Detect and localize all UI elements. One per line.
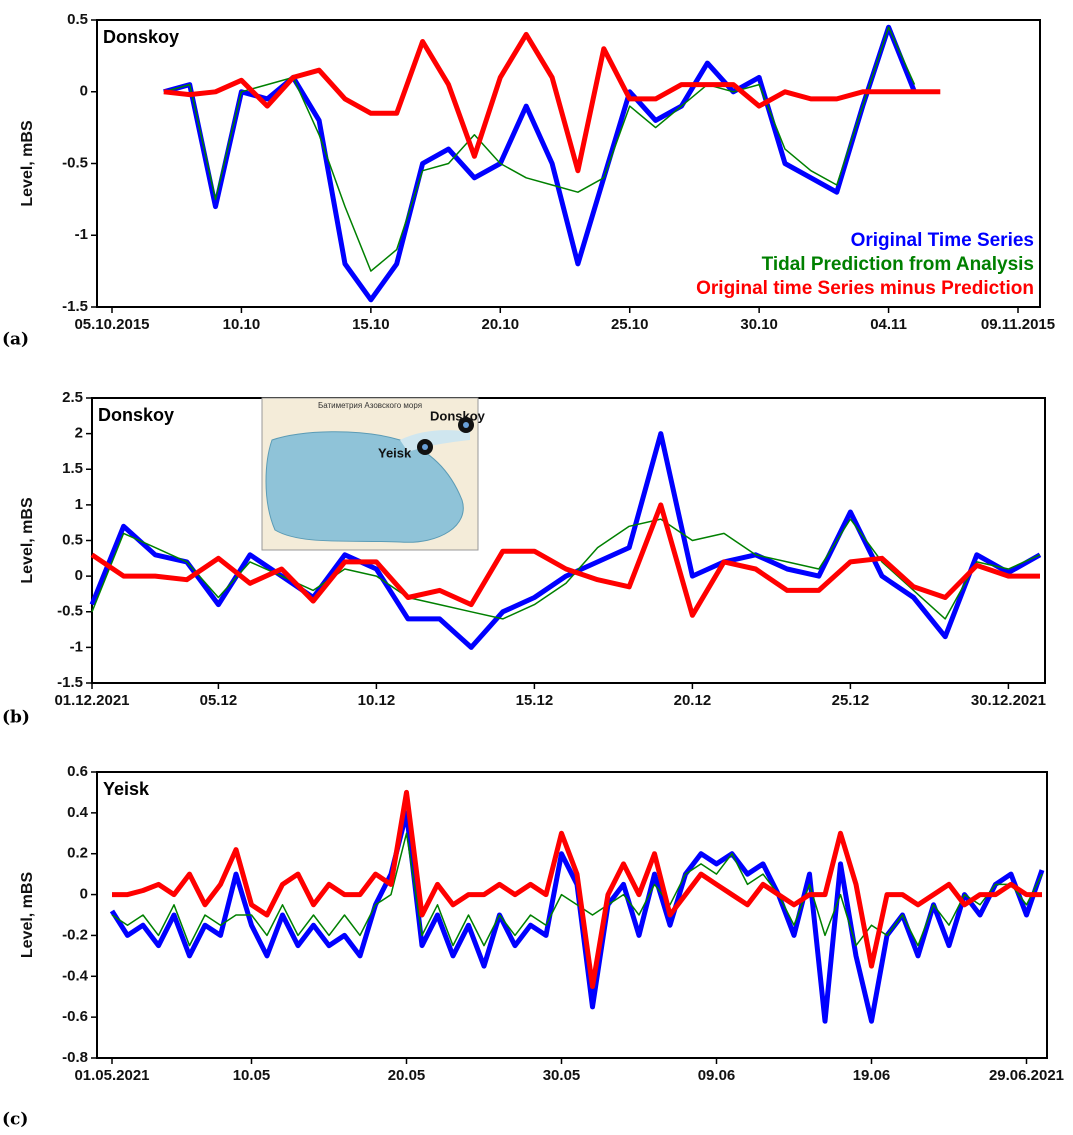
station-label: Donskoy xyxy=(98,405,174,425)
x-tick-label: 01.05.2021 xyxy=(74,1067,149,1084)
y-tick-label: 0.6 xyxy=(67,763,88,780)
y-tick-label: 2 xyxy=(75,425,83,442)
series-line xyxy=(92,505,1040,615)
x-tick-label: 10.10 xyxy=(223,316,261,333)
y-tick-label: 0.5 xyxy=(62,531,83,548)
x-tick-label: 05.12 xyxy=(200,692,238,709)
figure: -1.5 -1 -0.5 0 0.5 05.10.2015 10.10 15.10 20.10 2… xyxy=(0,0,1073,1135)
inset-label: Yeisk xyxy=(378,445,412,460)
x-tick-label: 20.05 xyxy=(388,1067,426,1084)
y-tick-label: -0.8 xyxy=(62,1049,88,1066)
y-tick-label: -0.2 xyxy=(62,926,88,943)
y-tick-label: -0.5 xyxy=(62,154,88,171)
x-tick-label: 15.10 xyxy=(352,316,390,333)
x-tick-label: 01.12.2021 xyxy=(54,692,129,709)
panel-label: (b) xyxy=(2,708,30,728)
inset-title: Батиметрия Азовского моря xyxy=(318,401,422,410)
legend-entry: Tidal Prediction from Analysis xyxy=(762,254,1034,275)
panel-label: (a) xyxy=(2,330,29,350)
y-tick-label: 0 xyxy=(80,886,88,903)
y-tick-label: 0 xyxy=(75,567,83,584)
x-tick-label: 25.12 xyxy=(832,692,870,709)
panel-label: (c) xyxy=(2,1110,28,1130)
y-tick-label: -0.6 xyxy=(62,1008,88,1025)
y-tick-label: 0.5 xyxy=(67,11,88,28)
x-tick-label: 25.10 xyxy=(611,316,649,333)
series-line xyxy=(112,792,1042,986)
x-tick-label: 30.12.2021 xyxy=(971,692,1046,709)
inset-map: Батиметрия Азовского моря Donskoy Yeisk xyxy=(262,398,486,550)
inset-label: Donskoy xyxy=(430,408,486,423)
y-tick-label: -1 xyxy=(70,638,83,655)
x-tick-label: 15.12 xyxy=(516,692,554,709)
y-axis-label: Level, mBS xyxy=(19,497,36,584)
y-tick-label: -1.5 xyxy=(57,674,83,691)
legend-entry: Original Time Series xyxy=(851,230,1034,251)
y-tick-label: 0.4 xyxy=(67,804,89,821)
station-dot xyxy=(422,444,428,450)
y-axis-label: Level, mBS xyxy=(19,120,36,207)
x-tick-label: 29.06.2021 xyxy=(989,1067,1064,1084)
x-tick-label: 30.10 xyxy=(740,316,778,333)
y-tick-label: 2.5 xyxy=(62,389,83,406)
y-tick-label: 0.2 xyxy=(67,845,88,862)
y-tick-label: -1 xyxy=(75,226,88,243)
x-tick-label: 20.10 xyxy=(482,316,520,333)
y-tick-label: -0.4 xyxy=(62,967,89,984)
y-tick-label: -1.5 xyxy=(62,298,88,315)
x-tick-label: 10.05 xyxy=(233,1067,271,1084)
x-tick-label: 09.11.2015 xyxy=(981,316,1055,333)
y-tick-label: -0.5 xyxy=(57,603,83,620)
y-tick-label: 1 xyxy=(75,496,83,513)
x-tick-label: 19.06 xyxy=(853,1067,891,1084)
y-tick-label: 0 xyxy=(80,83,88,100)
y-tick-label: 1.5 xyxy=(62,460,83,477)
x-tick-label: 05.10.2015 xyxy=(74,316,149,333)
legend-entry: Original time Series minus Prediction xyxy=(696,278,1034,299)
plot-area xyxy=(92,398,1045,683)
x-tick-label: 30.05 xyxy=(543,1067,581,1084)
series-line xyxy=(164,34,941,170)
x-tick-label: 09.06 xyxy=(698,1067,736,1084)
station-label: Yeisk xyxy=(103,779,150,799)
x-tick-label: 04.11 xyxy=(870,316,907,333)
station-label: Donskoy xyxy=(103,27,179,47)
series-line xyxy=(164,27,915,271)
x-tick-label: 10.12 xyxy=(358,692,396,709)
x-tick-label: 20.12 xyxy=(674,692,712,709)
series-line xyxy=(92,434,1040,648)
series-line xyxy=(112,813,1042,1021)
y-axis-label: Level, mBS xyxy=(19,872,36,959)
